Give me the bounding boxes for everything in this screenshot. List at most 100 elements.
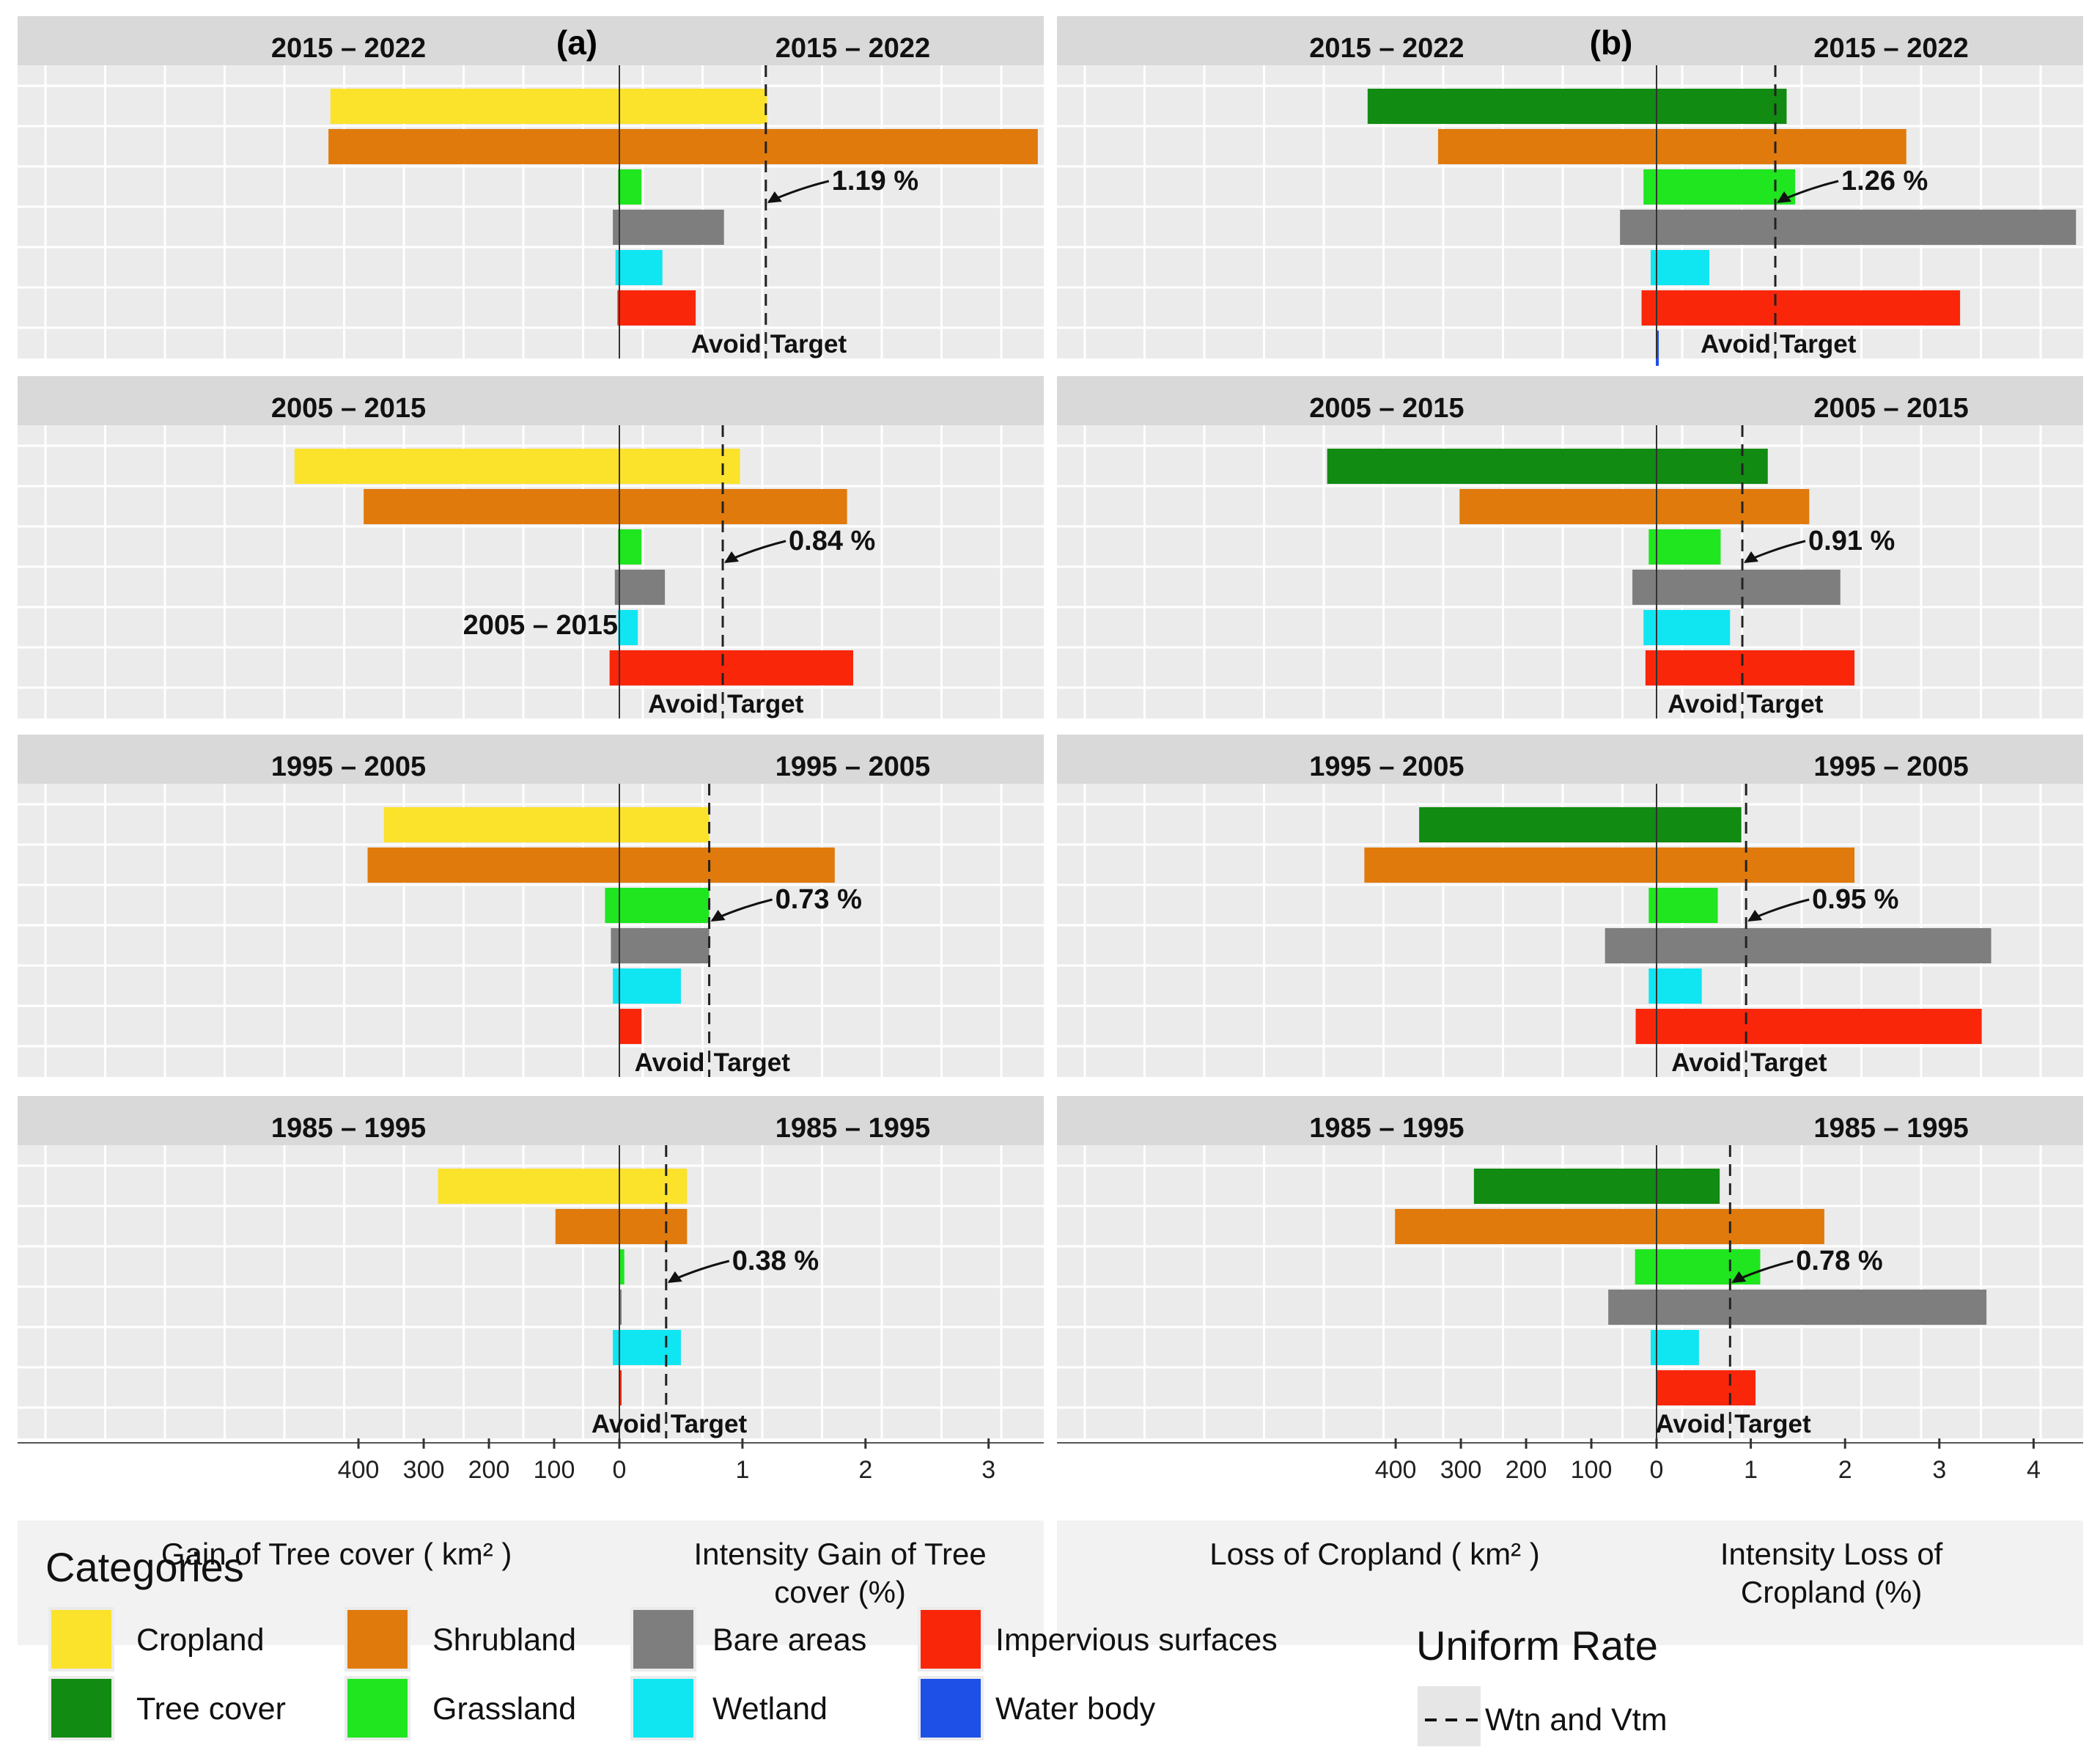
uniform-rate-label: 1.19 % bbox=[832, 166, 918, 196]
axis-area bbox=[18, 1438, 1044, 1521]
arrow-head bbox=[667, 1271, 682, 1283]
bar-wetland bbox=[615, 250, 663, 285]
bar-tree-cover bbox=[1367, 89, 1787, 124]
intensity-axis-title-line: cover (%) bbox=[774, 1575, 906, 1609]
legend-key-background bbox=[1418, 1686, 1481, 1746]
legend-swatch-tree-cover bbox=[51, 1679, 111, 1738]
target-label: Target bbox=[727, 690, 804, 718]
legend-title: Categories bbox=[45, 1544, 244, 1590]
uniform-rate-label: 0.95 % bbox=[1812, 884, 1898, 915]
facet-2: 2005 – 2015 2005 – 2015 0.91 % Avoid Target bbox=[1057, 376, 2083, 718]
tick-label-area: 300 bbox=[403, 1456, 445, 1484]
tick-label-intensity: 3 bbox=[1932, 1456, 1946, 1484]
facet-4: 1985 – 1995 1985 – 1995 0.78 % Avoid Target bbox=[1057, 1096, 2083, 1438]
legend-label: Tree cover bbox=[136, 1691, 286, 1727]
legend-item-cropland: Cropland bbox=[48, 1607, 265, 1672]
panel-a: 2015 – 2022 2015 – 2022 (a) 1.19 % Avoid Targ… bbox=[18, 16, 1044, 1645]
facet-strip bbox=[18, 1096, 1044, 1145]
avoid-label: Avoid bbox=[1671, 1048, 1742, 1077]
facet-background bbox=[18, 376, 1044, 718]
legend-label: Wetland bbox=[712, 1691, 828, 1727]
avoid-label: Avoid bbox=[1668, 690, 1738, 718]
axis-title-band bbox=[1057, 1521, 2083, 1645]
facet-strip bbox=[18, 735, 1044, 784]
facet-1: 2015 – 2022 2015 – 2022 (b) 1.26 % Avoid Targ… bbox=[1057, 16, 2083, 366]
bar-wetland bbox=[1650, 250, 1710, 285]
bar-tree-cover bbox=[1419, 807, 1742, 842]
bar-shrubland bbox=[1437, 129, 1906, 164]
facet-strip bbox=[1057, 376, 2083, 425]
bar-impervious-surfaces bbox=[617, 290, 696, 326]
period-label-right: 1985 – 1995 bbox=[1813, 1113, 1968, 1144]
bar-bare-areas bbox=[1620, 210, 2077, 245]
uniform-rate-label: 0.84 % bbox=[789, 526, 875, 556]
bar-grassland bbox=[618, 529, 642, 565]
tick-label-intensity: 2 bbox=[1838, 1456, 1852, 1484]
target-label: Target bbox=[770, 330, 847, 359]
tick-label-area: 300 bbox=[1440, 1456, 1482, 1484]
uniform-rate-label: 0.38 % bbox=[732, 1246, 819, 1276]
legend-label: Water body bbox=[995, 1691, 1156, 1727]
bar-impervious-surfaces bbox=[1645, 650, 1855, 685]
uniform-rate-arrow bbox=[710, 898, 773, 922]
bar-grassland bbox=[1643, 169, 1796, 205]
bar-shrubland bbox=[328, 129, 1038, 164]
bar-wetland bbox=[1648, 968, 1702, 1004]
avoid-label: Avoid bbox=[648, 690, 718, 718]
tick-label-area: 200 bbox=[468, 1456, 510, 1484]
bar-bare-areas bbox=[614, 570, 666, 605]
legend-label: Shrubland bbox=[432, 1622, 576, 1658]
period-label-left: 2015 – 2022 bbox=[271, 33, 426, 64]
legend-item-impervious-surfaces: Impervious surfaces bbox=[918, 1607, 1278, 1672]
legend: Categories Cropland Tree cover Shrubland Gra… bbox=[45, 1544, 1668, 1746]
bar-impervious-surfaces bbox=[1657, 1370, 1756, 1405]
target-label: Target bbox=[1750, 1048, 1827, 1077]
panel-label: (a) bbox=[556, 23, 597, 62]
tick-label-area: 0 bbox=[1650, 1456, 1664, 1484]
period-label-right: 1995 – 2005 bbox=[1813, 751, 1968, 782]
facet-strip bbox=[1057, 16, 2083, 65]
uniform-rate-label: Wtn and Vtm bbox=[1485, 1702, 1668, 1738]
bar-tree-cover bbox=[1327, 449, 1768, 484]
arrow-head bbox=[1747, 910, 1763, 922]
period-label-left: 1985 – 1995 bbox=[271, 1113, 426, 1144]
facet-background bbox=[1057, 1096, 2083, 1438]
uniform-rate-arrow bbox=[1731, 1260, 1794, 1283]
bar-bare-areas bbox=[611, 928, 710, 963]
bar-cropland bbox=[330, 89, 767, 124]
uniform-rate-arrow bbox=[667, 1260, 730, 1283]
arrow-head bbox=[1744, 551, 1759, 563]
facet-background bbox=[18, 735, 1044, 1077]
legend-item-water-body: Water body bbox=[918, 1676, 1156, 1740]
target-label: Target bbox=[714, 1048, 791, 1077]
bar-shrubland bbox=[1395, 1209, 1824, 1244]
tick-label-area: 400 bbox=[1375, 1456, 1417, 1484]
panel-label: (b) bbox=[1590, 23, 1633, 62]
tick-label-area: 100 bbox=[1571, 1456, 1613, 1484]
period-label-right: 1985 – 1995 bbox=[775, 1113, 930, 1144]
area-axis-title: Loss of Cropland ( km² ) bbox=[1209, 1537, 1539, 1571]
legend-label: Grassland bbox=[432, 1691, 576, 1727]
uniform-rate-label: 0.78 % bbox=[1796, 1246, 1882, 1276]
avoid-label: Avoid bbox=[1655, 1410, 1725, 1438]
uniform-rate-arrow bbox=[1777, 180, 1839, 203]
target-label: Target bbox=[1734, 1410, 1811, 1438]
period-label-left: 1995 – 2005 bbox=[1309, 751, 1464, 782]
period-label-left: 2005 – 2015 bbox=[1309, 393, 1464, 424]
facet-4: 1985 – 1995 1985 – 1995 0.38 % Avoid Target bbox=[18, 1096, 1044, 1438]
legend-label: Cropland bbox=[136, 1622, 265, 1658]
avoid-label: Avoid bbox=[1701, 330, 1771, 359]
arrow-head bbox=[1777, 191, 1792, 203]
period-label-left: 2005 – 2015 bbox=[271, 393, 426, 424]
legend-item-tree-cover: Tree cover bbox=[48, 1676, 286, 1740]
arrow-head bbox=[724, 551, 740, 563]
period-label-right: 2005 – 2015 bbox=[1813, 393, 1968, 424]
period-label-right: 2015 – 2022 bbox=[775, 33, 930, 64]
gridlines bbox=[18, 425, 1044, 718]
bar-wetland bbox=[613, 968, 681, 1004]
bar-impervious-surfaces bbox=[609, 650, 854, 685]
period-label-right: 2015 – 2022 bbox=[1813, 33, 1968, 64]
period-label-left: 1985 – 1995 bbox=[1309, 1113, 1464, 1144]
facet-strip bbox=[1057, 1096, 2083, 1145]
